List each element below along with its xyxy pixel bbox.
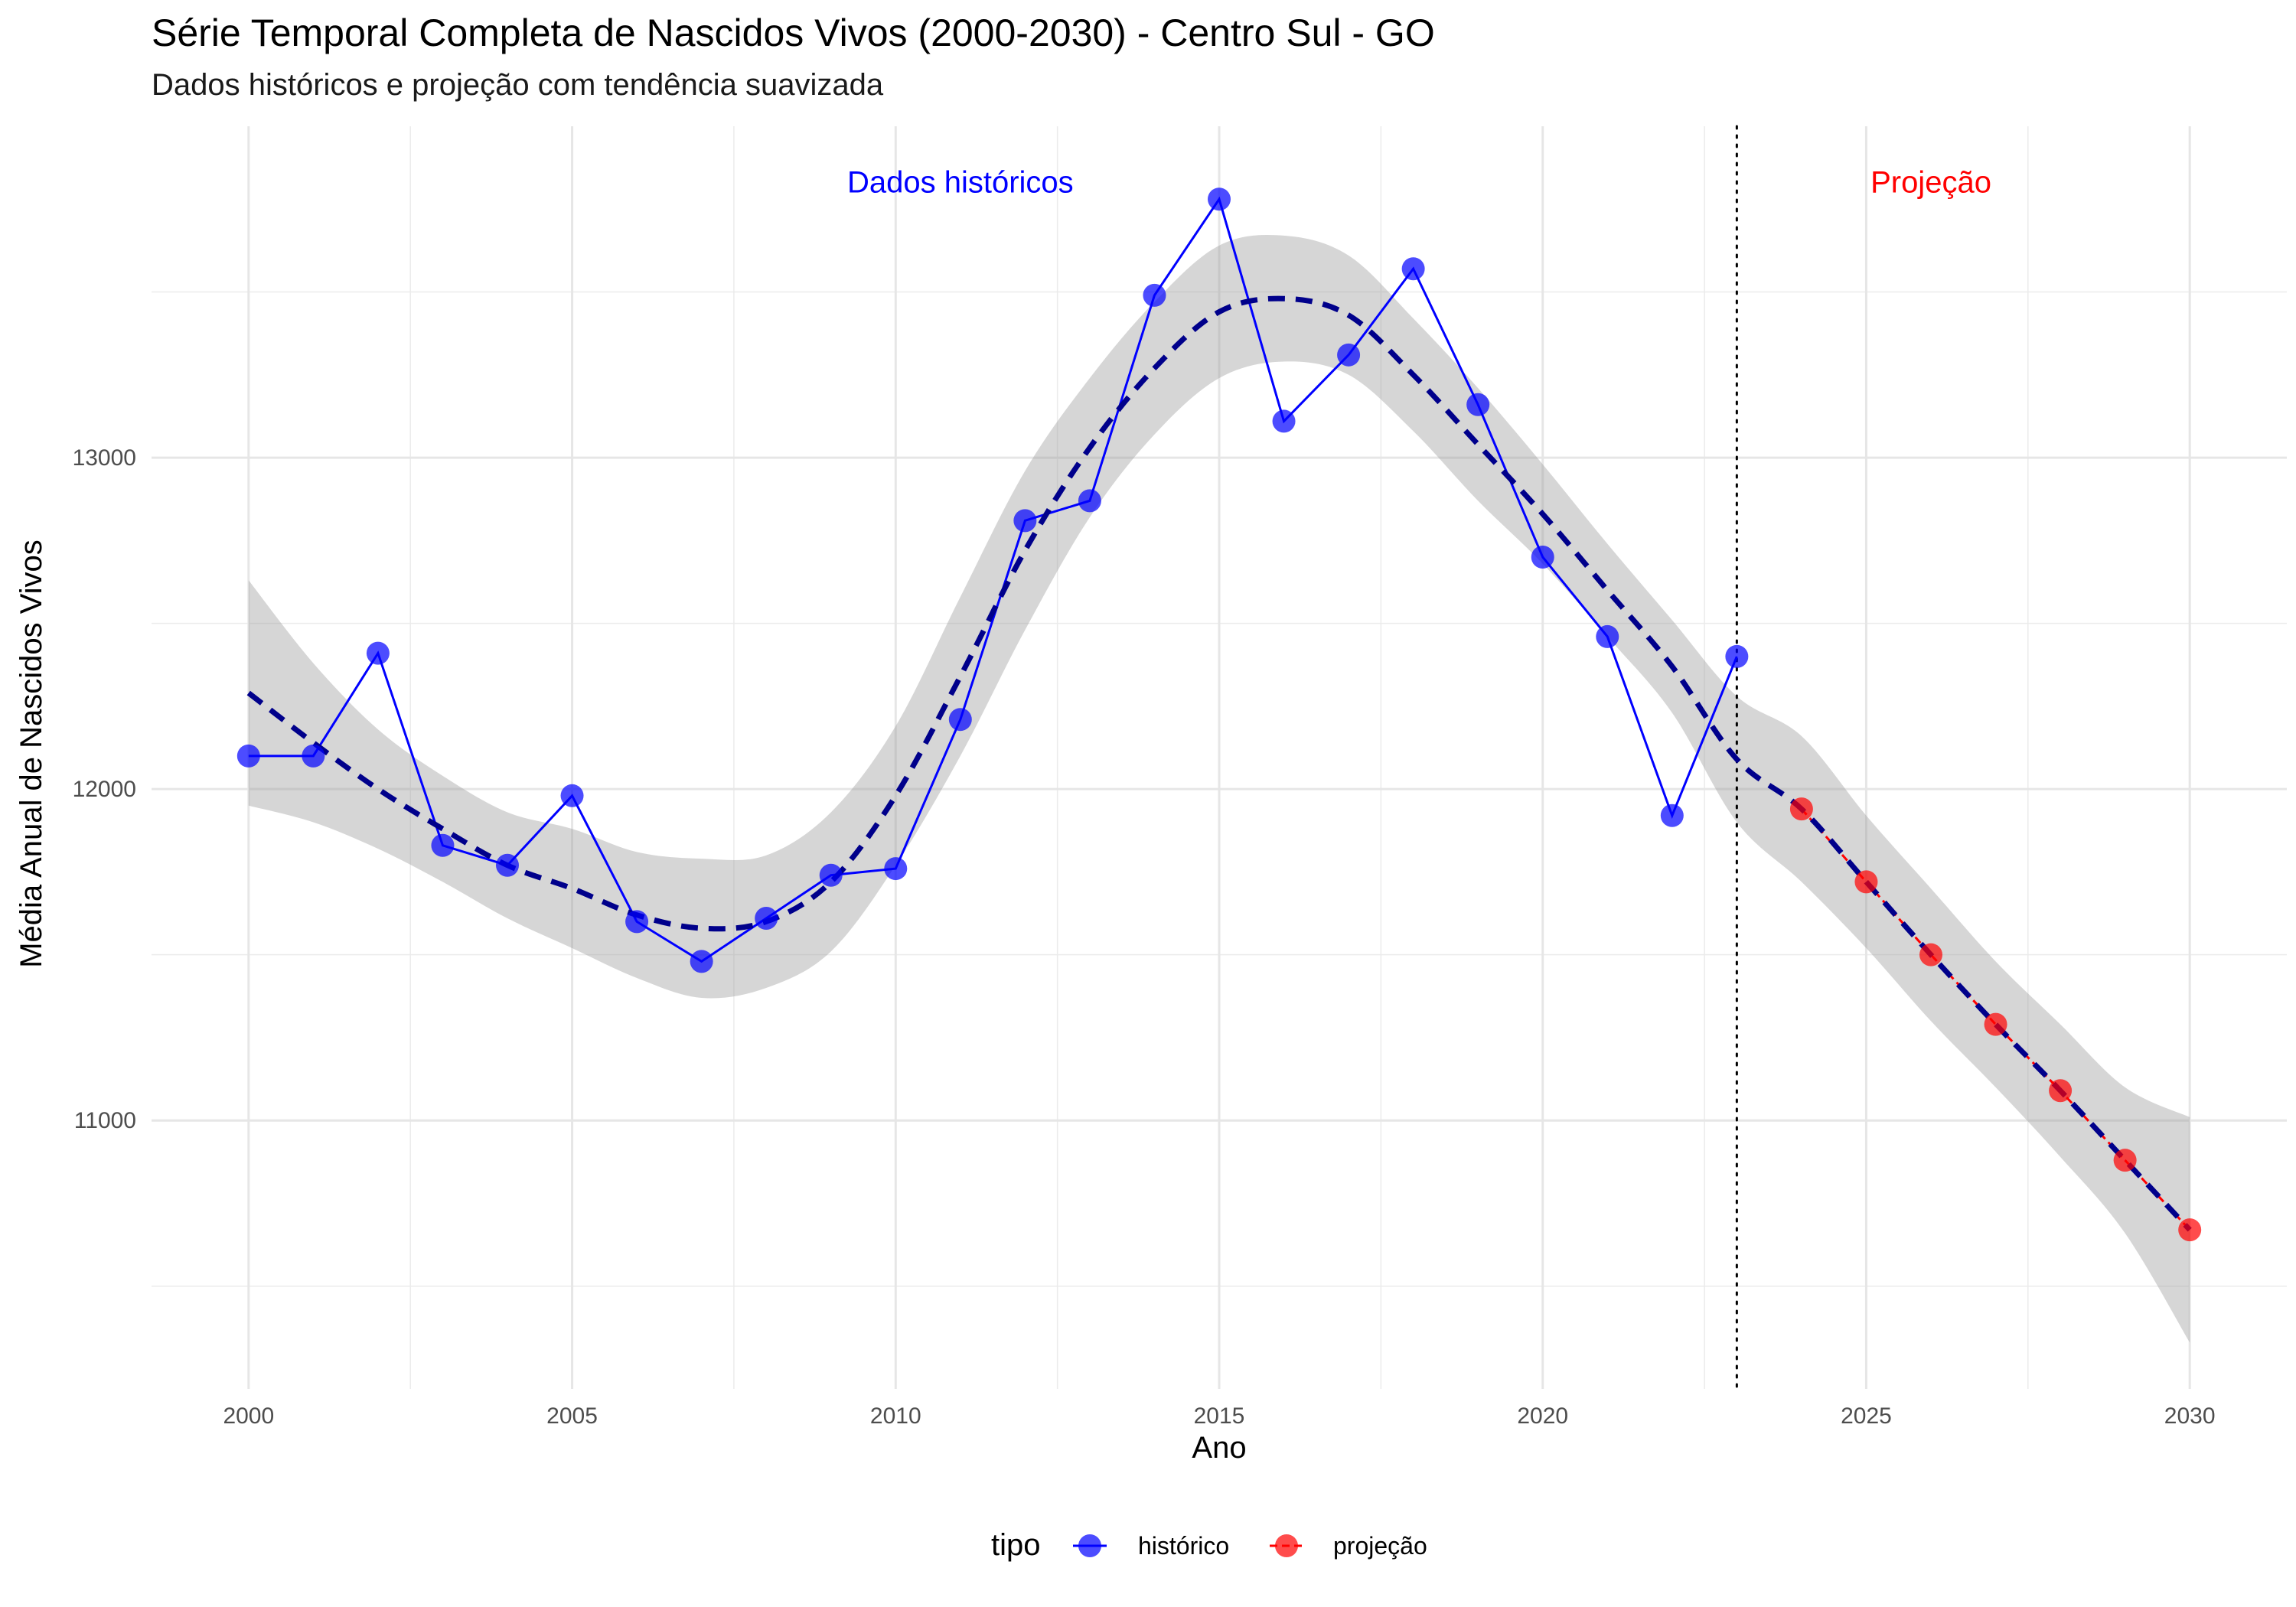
data-point-projecao: [2113, 1149, 2137, 1172]
legend-label-historico: histórico: [1138, 1532, 1229, 1560]
annotation-historical: Dados históricos: [847, 166, 1074, 200]
legend-item-historico: histórico: [1073, 1532, 1229, 1560]
legend: tipo histórico projeção: [991, 1528, 1427, 1562]
x-tick-label: 2030: [2164, 1403, 2216, 1429]
data-point-historico: [431, 833, 455, 857]
data-point-historico: [1596, 624, 1619, 648]
chart-subtitle: Dados históricos e projeção com tendênci…: [152, 68, 884, 102]
legend-title: tipo: [991, 1528, 1041, 1562]
data-point-historico: [1013, 509, 1037, 533]
confidence-ribbon-layer: [248, 234, 2190, 1343]
x-tick-label: 2015: [1194, 1403, 1245, 1429]
legend-item-projecao: projeção: [1270, 1532, 1427, 1560]
data-point-historico: [366, 641, 390, 665]
data-point-projecao: [1919, 943, 1942, 966]
data-point-historico: [560, 784, 584, 807]
x-tick-label: 2020: [1517, 1403, 1568, 1429]
x-tick-label: 2000: [223, 1403, 274, 1429]
data-point-historico: [1466, 393, 1490, 416]
data-point-historico: [1078, 489, 1101, 513]
annotation-projection: Projeção: [1870, 166, 1991, 200]
data-point-historico: [690, 950, 713, 973]
data-point-projecao: [1984, 1012, 2007, 1036]
data-point-historico: [1143, 283, 1166, 307]
data-point-projecao: [1789, 797, 1813, 821]
y-tick-label: 13000: [73, 445, 136, 471]
y-axis-title: Média Anual de Nascidos Vivos: [15, 539, 48, 968]
data-point-historico: [625, 910, 649, 934]
data-point-historico: [302, 744, 325, 768]
trend-layer: [246, 295, 2192, 1232]
data-point-historico: [1725, 644, 1749, 668]
x-axis-title: Ano: [1192, 1431, 1246, 1465]
y-tick-label: 11000: [74, 1108, 136, 1133]
ticks-layer: 2000 2005 2010 2015 2020 2025 2030 11000 12000 13…: [73, 445, 2216, 1429]
data-point-historico: [1531, 545, 1554, 569]
data-point-historico: [236, 744, 260, 768]
legend-key-point-historico: [1078, 1534, 1101, 1557]
x-tick-label: 2005: [546, 1403, 598, 1429]
data-point-historico: [1660, 804, 1684, 827]
trend-line: [246, 295, 2192, 1232]
data-point-historico: [819, 863, 843, 887]
x-tick-label: 2025: [1841, 1403, 1892, 1429]
data-point-projecao: [2049, 1079, 2073, 1103]
data-point-projecao: [1854, 870, 1878, 894]
y-tick-label: 12000: [73, 777, 136, 802]
chart-title: Série Temporal Completa de Nascidos Vivo…: [152, 11, 1435, 54]
legend-key-point-projecao: [1275, 1534, 1298, 1557]
data-point-historico: [884, 857, 908, 881]
grid: [152, 126, 2287, 1389]
data-point-historico: [1272, 409, 1296, 433]
confidence-ribbon: [248, 234, 2190, 1343]
points-layer: [236, 187, 2202, 1242]
legend-label-projecao: projeção: [1333, 1532, 1427, 1560]
data-point-historico: [948, 708, 972, 732]
data-point-historico: [755, 907, 778, 931]
data-point-historico: [496, 853, 519, 877]
data-point-historico: [1401, 257, 1425, 281]
data-point-projecao: [2178, 1218, 2202, 1242]
data-point-historico: [1208, 187, 1231, 211]
x-tick-label: 2010: [870, 1403, 921, 1429]
data-point-historico: [1337, 343, 1361, 367]
